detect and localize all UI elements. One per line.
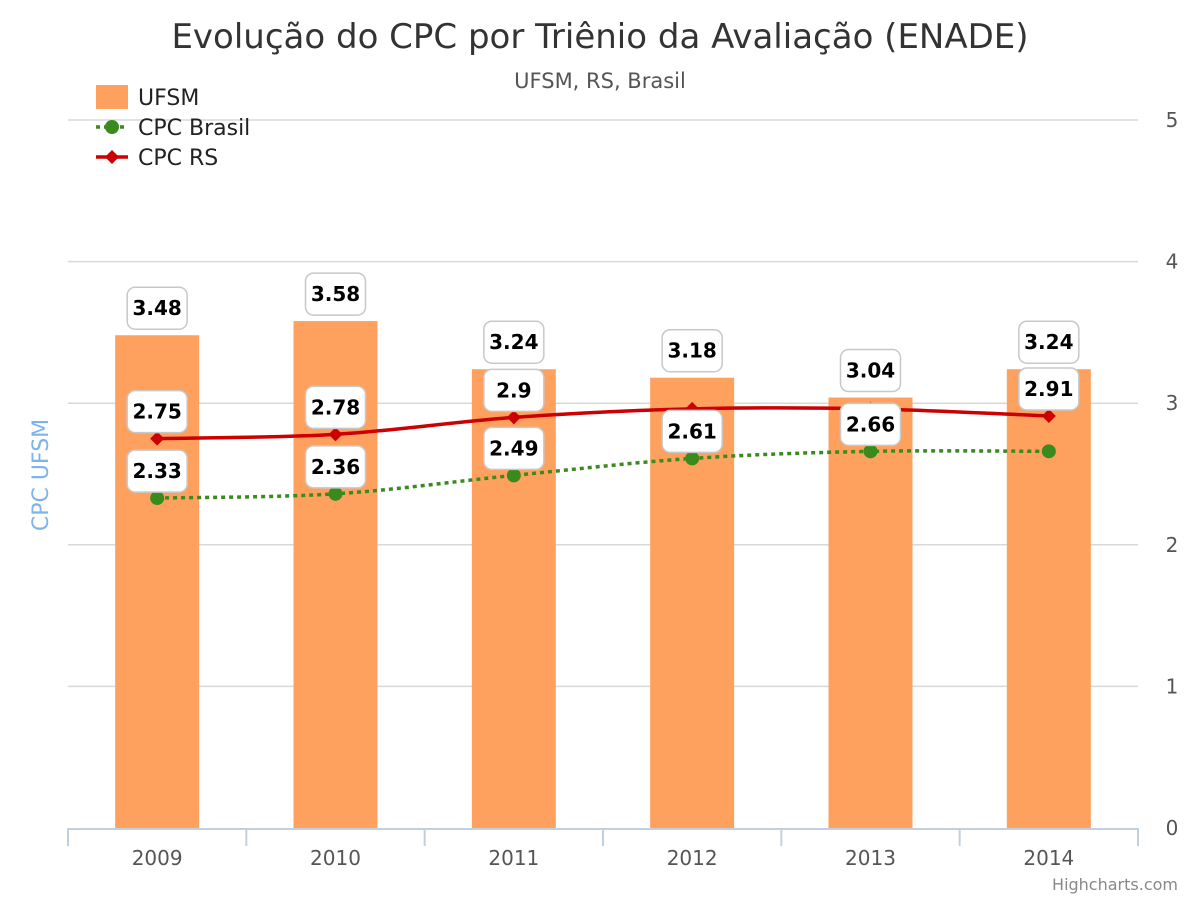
data-label-box — [126, 449, 188, 493]
data-label: 3.24 — [1018, 320, 1080, 364]
data-label: 3.24 — [483, 320, 545, 364]
data-label-box — [483, 320, 545, 364]
y-tick-label: 1 — [1166, 674, 1179, 698]
data-label: 3.04 — [839, 348, 902, 393]
data-label: 3.58 — [304, 272, 367, 316]
data-label-text: 2.78 — [311, 395, 360, 419]
credits[interactable]: Highcharts.com — [1052, 875, 1178, 894]
data-label-box — [126, 286, 188, 330]
x-tick-label: 2010 — [310, 846, 361, 870]
data-label-text: 2.36 — [311, 455, 360, 479]
y-tick-label: 2 — [1166, 533, 1179, 557]
data-label-text: 3.58 — [311, 282, 360, 306]
x-tick-label: 2009 — [132, 846, 183, 870]
y-axis-ticks: 0 1 2 3 4 5 — [1166, 108, 1179, 840]
y-tick-label: 5 — [1166, 108, 1179, 132]
data-label: 2.91 — [1018, 367, 1080, 411]
legend-marker-circle-icon — [105, 120, 119, 134]
y-axis-label: CPC UFSM — [29, 419, 54, 531]
data-label-box — [661, 328, 723, 373]
data-labels: 3.48 3.58 3.24 3.18 3.04 3.24 2.33 2.36 2.49 2.61… — [126, 272, 1080, 493]
data-label-text: 2.33 — [132, 459, 181, 483]
x-tick-label: 2014 — [1023, 846, 1074, 870]
line-series — [150, 401, 1056, 506]
legend-marker-diamond-icon — [105, 150, 119, 164]
point-brasil-2014[interactable] — [1041, 444, 1056, 459]
data-label-text: 2.66 — [846, 412, 895, 436]
data-label-box — [839, 402, 902, 447]
data-label-box — [661, 409, 723, 454]
data-label-box — [483, 426, 545, 471]
point-brasil-2009[interactable] — [150, 491, 165, 506]
point-rs-2011[interactable] — [506, 410, 521, 425]
point-brasil-2011[interactable] — [506, 468, 521, 483]
data-label-box — [1018, 367, 1080, 411]
bar-series-ufsm — [115, 321, 1091, 828]
data-label-text: 2.61 — [667, 419, 716, 443]
x-tick-label: 2012 — [667, 846, 718, 870]
bar-2014[interactable] — [1006, 369, 1091, 828]
legend[interactable]: UFSM CPC Brasil CPC RS — [96, 85, 250, 171]
bar-2013[interactable] — [828, 397, 913, 828]
point-brasil-2012[interactable] — [685, 451, 700, 466]
data-label-text: 2.49 — [489, 436, 538, 460]
line-cpc-rs[interactable] — [157, 406, 1049, 441]
data-label-text: 3.24 — [1024, 330, 1073, 354]
y-tick-label: 0 — [1166, 816, 1179, 840]
data-label-box — [304, 272, 367, 316]
legend-swatch — [96, 85, 128, 109]
legend-label: CPC Brasil — [138, 116, 250, 141]
data-label: 2.49 — [483, 426, 545, 471]
data-label-box — [304, 385, 367, 430]
legend-label: CPC RS — [138, 146, 218, 171]
y-tick-label: 3 — [1166, 391, 1179, 415]
x-tick-label: 2013 — [845, 846, 896, 870]
data-label-text: 2.9 — [496, 378, 531, 402]
x-axis: 2009 2010 2011 2012 2013 2014 — [67, 828, 1139, 870]
legend-item-ufsm[interactable]: UFSM — [96, 85, 199, 111]
data-label-text: 3.48 — [132, 296, 181, 320]
data-label-box — [839, 348, 902, 393]
chart-title: Evolução do CPC por Triênio da Avaliação… — [171, 17, 1028, 57]
point-rs-2014[interactable] — [1041, 408, 1056, 423]
data-label-box — [126, 389, 188, 434]
point-rs-2010[interactable] — [328, 427, 343, 442]
line-cpc-brasil[interactable] — [157, 449, 1049, 500]
data-label-text: 3.18 — [667, 339, 716, 363]
data-label: 2.9 — [483, 368, 545, 413]
data-label: 2.78 — [304, 385, 367, 430]
data-label: 3.48 — [126, 286, 188, 330]
data-label-text: 2.91 — [1024, 377, 1073, 401]
data-label-text: 3.24 — [489, 330, 538, 354]
data-label-text: 3.04 — [846, 359, 895, 383]
data-label: 2.61 — [661, 409, 723, 454]
point-rs-2009[interactable] — [150, 431, 165, 446]
chart-subtitle: UFSM, RS, Brasil — [514, 69, 686, 93]
data-label: 3.18 — [661, 328, 723, 373]
data-label: 2.75 — [126, 389, 188, 434]
x-tick-label: 2011 — [488, 846, 539, 870]
data-label: 2.33 — [126, 449, 188, 493]
point-brasil-2013[interactable] — [863, 444, 878, 459]
data-label: 2.66 — [839, 402, 902, 447]
data-label: 2.36 — [304, 445, 367, 489]
data-label-box — [1018, 320, 1080, 364]
data-label-text: 2.75 — [132, 400, 181, 424]
legend-label: UFSM — [138, 86, 199, 111]
data-label-box — [483, 368, 545, 413]
y-tick-label: 4 — [1166, 250, 1179, 274]
legend-item-cpc-rs[interactable]: CPC RS — [96, 146, 218, 171]
grid-lines — [68, 119, 1138, 688]
data-label-box — [304, 445, 367, 489]
legend-item-cpc-brasil[interactable]: CPC Brasil — [96, 116, 250, 141]
point-brasil-2010[interactable] — [328, 486, 343, 501]
